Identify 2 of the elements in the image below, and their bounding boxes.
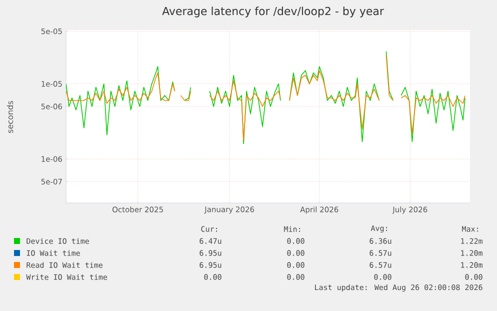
chart-title: Average latency for /dev/loop2 - by year — [162, 6, 384, 18]
y-axis-title: seconds — [6, 101, 14, 133]
